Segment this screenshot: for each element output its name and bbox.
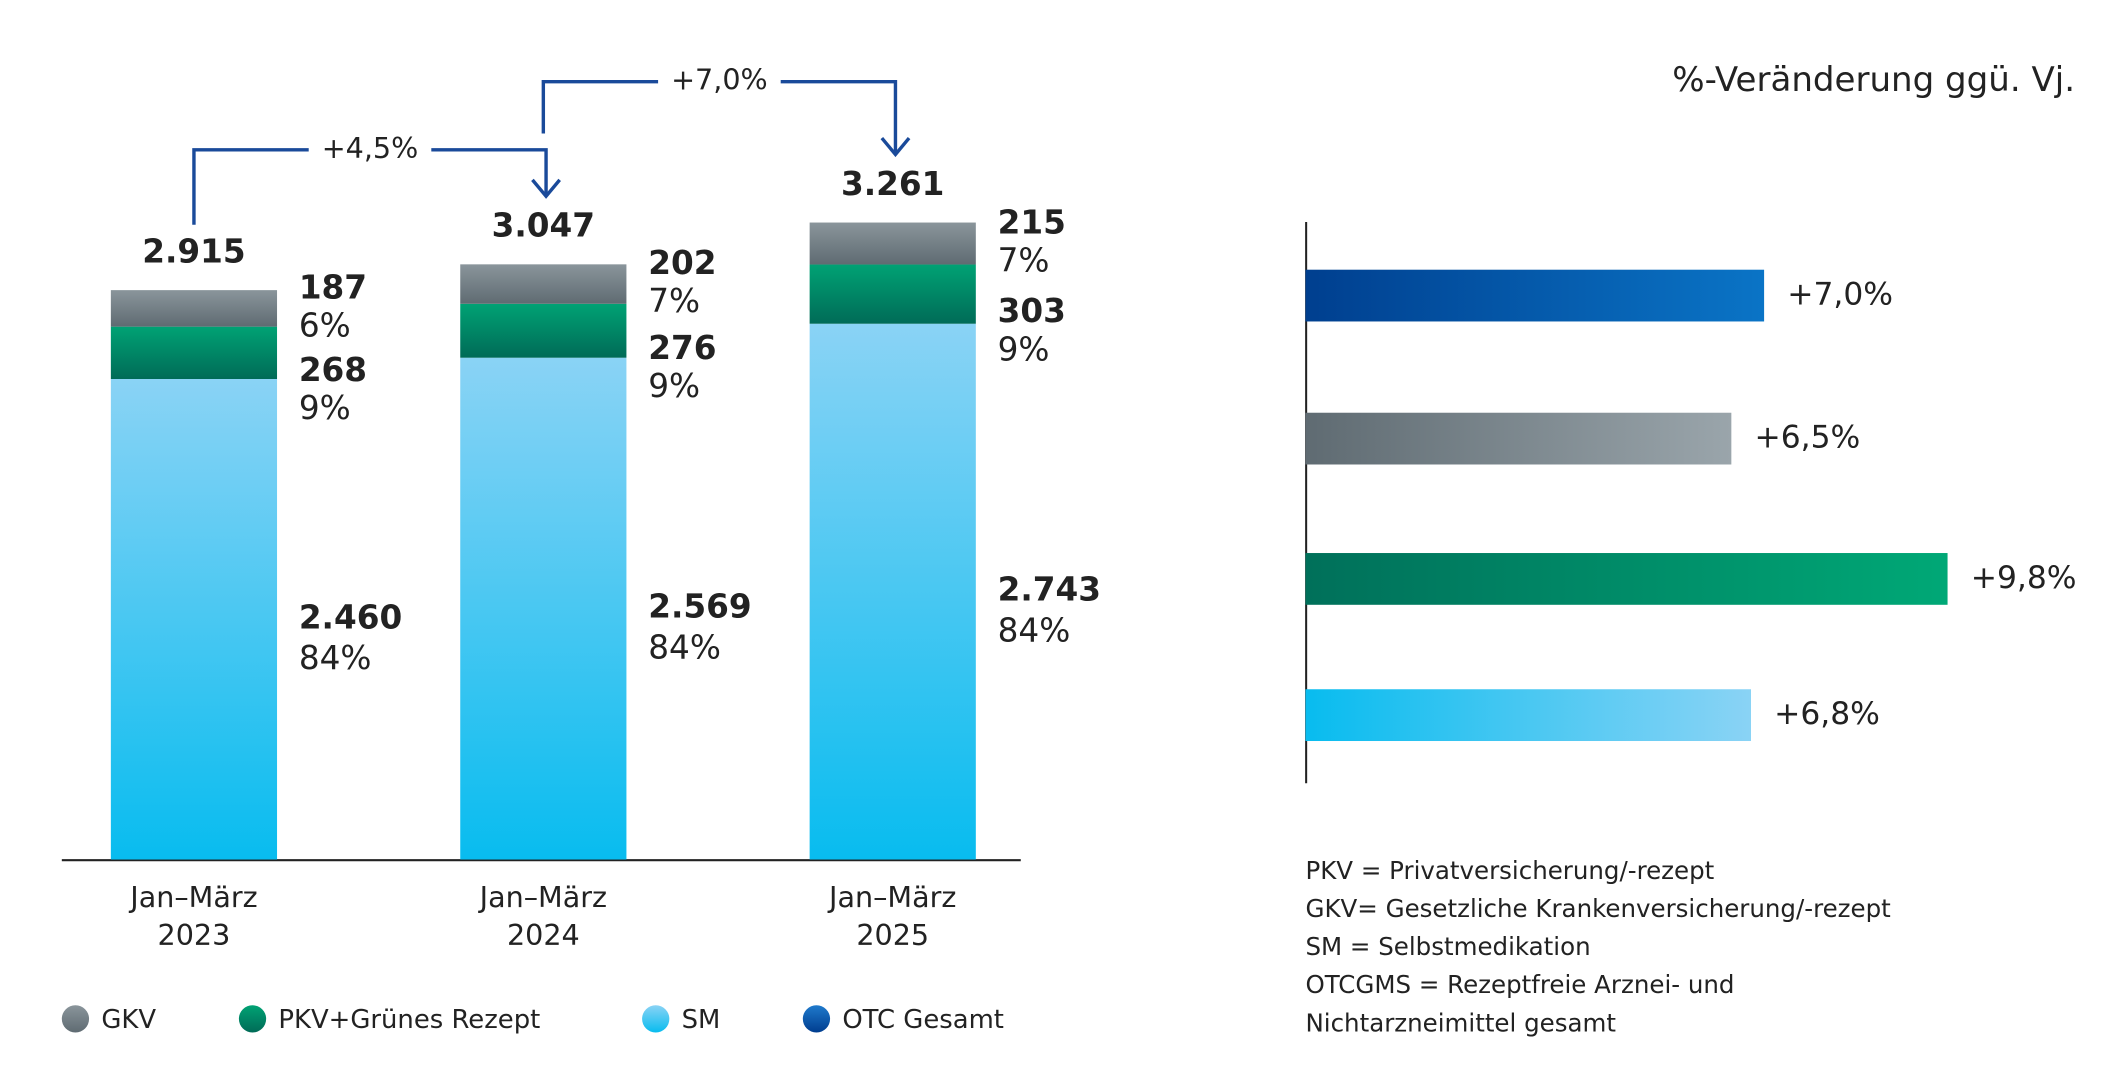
value-label: 2.569 <box>648 588 751 626</box>
bar-segment <box>460 303 627 358</box>
legend-label: SM <box>682 1005 721 1035</box>
value-label: 215 <box>998 203 1066 241</box>
value-label: 303 <box>998 292 1066 330</box>
value-label: +6,8% <box>1774 696 1880 732</box>
legend-label: GKV <box>101 1005 156 1035</box>
bar <box>1305 412 1732 465</box>
share-label: 6% <box>299 306 351 344</box>
bar-segment <box>110 290 278 327</box>
bar <box>1305 689 1751 742</box>
x-tick-label: 2023 <box>158 918 231 952</box>
annotation-bg <box>658 62 781 101</box>
share-label: 7% <box>998 242 1050 280</box>
bar-segment <box>809 222 976 265</box>
legend-marker <box>238 1005 267 1033</box>
value-label: 276 <box>648 329 716 367</box>
share-label: 84% <box>299 639 372 677</box>
value-label: 202 <box>648 244 716 282</box>
share-label: 84% <box>648 628 721 666</box>
legend-label: PKV+Grünes Rezept <box>278 1005 540 1035</box>
legend-marker <box>642 1005 670 1033</box>
legend-label: OTC Gesamt <box>842 1005 1004 1035</box>
total-label: 3.047 <box>492 207 595 245</box>
note: GKV= Gesetzliche Krankenversicherung/-re… <box>1305 894 1891 923</box>
annotation-bg <box>308 130 432 169</box>
x-tick-label: 2024 <box>507 918 580 952</box>
annotation: +7,0% <box>671 63 768 97</box>
bar-segment <box>809 323 976 860</box>
value-label: +7,0% <box>1787 277 1893 313</box>
total-label: 2.915 <box>142 232 245 270</box>
bar-segment <box>460 357 627 860</box>
value-label: +6,5% <box>1754 420 1860 456</box>
total-label: 3.261 <box>841 165 944 203</box>
x-tick-label: 2025 <box>856 918 929 952</box>
note: OTCGMS = Rezeptfreie Arznei- und <box>1305 970 1734 999</box>
bar-segment <box>809 264 976 324</box>
share-label: 9% <box>299 389 351 427</box>
bar-segment <box>110 326 278 380</box>
arrow-head <box>531 178 561 199</box>
annotation: +4,5% <box>322 131 419 165</box>
value-label: 2.460 <box>299 598 402 636</box>
hbar-title: %-Veränderung ggü. Vj. <box>1672 60 2075 100</box>
value-label: 268 <box>299 351 367 389</box>
value-label: 2.743 <box>998 571 1101 609</box>
legend-marker <box>802 1005 831 1033</box>
note: PKV = Privatversicherung/-rezept <box>1305 856 1714 885</box>
share-label: 7% <box>648 282 700 320</box>
share-label: 9% <box>998 330 1050 368</box>
bar-segment <box>110 379 278 860</box>
x-tick-label: Jan–März <box>128 880 257 914</box>
share-label: 84% <box>998 611 1071 649</box>
share-label: 9% <box>648 367 700 405</box>
note: Nichtarzneimittel gesamt <box>1305 1008 1616 1037</box>
legend-marker <box>61 1005 90 1033</box>
bar <box>1305 269 1765 322</box>
bar-segment <box>460 264 627 304</box>
note: SM = Selbstmedikation <box>1305 932 1590 961</box>
x-tick-label: Jan–März <box>827 880 956 914</box>
bar <box>1305 553 1948 605</box>
x-tick-label: Jan–März <box>478 880 607 914</box>
value-label: +9,8% <box>1971 560 2077 596</box>
arrow-head <box>880 136 911 158</box>
value-label: 187 <box>299 268 367 306</box>
